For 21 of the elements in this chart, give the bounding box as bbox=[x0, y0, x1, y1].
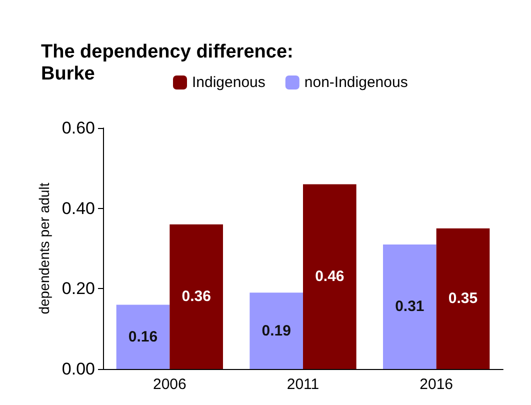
x-tick-label: 2011 bbox=[286, 376, 320, 393]
legend-label: non-Indigenous bbox=[304, 74, 408, 91]
data-label: 0.46 bbox=[315, 268, 344, 286]
data-label: 0.36 bbox=[182, 288, 211, 306]
y-tick-label: 0.00 bbox=[62, 360, 95, 378]
y-tick-label: 0.60 bbox=[62, 118, 95, 138]
bar bbox=[116, 304, 170, 369]
bar bbox=[303, 184, 356, 369]
x-tick-label: 2006 bbox=[152, 376, 186, 393]
data-label: 0.35 bbox=[448, 290, 478, 308]
x-tick-label: 2016 bbox=[420, 376, 454, 393]
y-tick-label: 0.20 bbox=[62, 279, 95, 298]
bar bbox=[250, 292, 303, 369]
data-label: 0.16 bbox=[128, 328, 158, 346]
y-tick-label: 0.40 bbox=[62, 198, 95, 218]
data-label: 0.19 bbox=[262, 322, 291, 340]
data-label: 0.31 bbox=[395, 298, 424, 316]
y-axis-title: dependents per adult bbox=[36, 182, 52, 314]
bar bbox=[436, 228, 490, 369]
bar bbox=[383, 244, 436, 369]
bar bbox=[170, 224, 223, 369]
